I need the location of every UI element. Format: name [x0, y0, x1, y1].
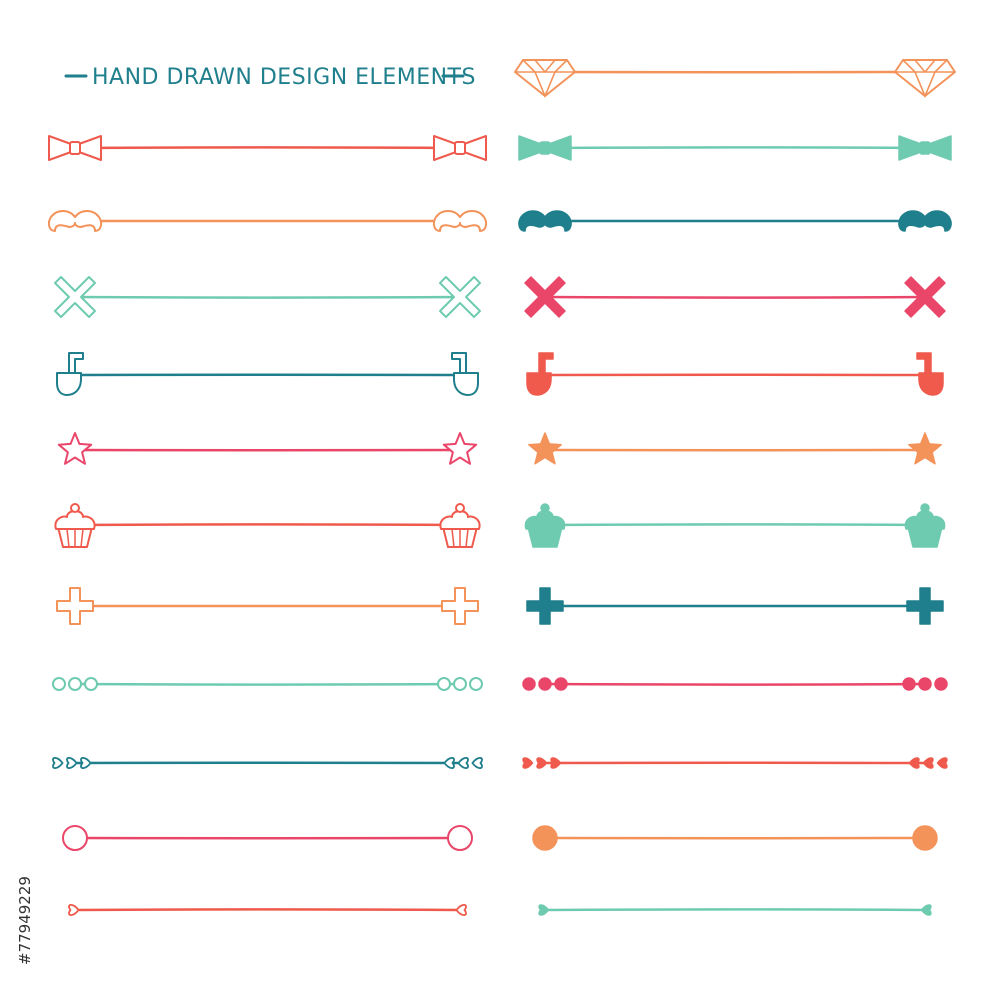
left-divider-5-star — [57, 432, 478, 465]
small-heart-divider-line — [543, 908, 927, 912]
cupcake-divider-line — [543, 523, 927, 527]
cross-x-divider-line — [73, 295, 462, 299]
right-divider-12-small-heart — [538, 904, 932, 916]
star-icon — [57, 432, 93, 465]
dividers — [47, 59, 956, 916]
right-divider-6-star — [528, 432, 942, 465]
right-divider-3-mustache — [518, 210, 952, 232]
small-heart-icon — [920, 904, 932, 916]
three-hearts-icon — [522, 757, 562, 769]
right-divider-11-big-circle — [532, 825, 938, 851]
three-circles-divider-line — [543, 682, 927, 686]
left-divider-1-bow-tie — [48, 135, 487, 161]
mustache-icon — [898, 210, 952, 232]
plus-cross-icon — [441, 587, 479, 625]
plus-cross-icon — [56, 587, 94, 625]
big-circle-icon — [532, 825, 558, 851]
mustache-icon — [47, 210, 103, 232]
diamond-icon — [894, 59, 956, 99]
plus-cross-icon — [526, 587, 564, 625]
star-icon — [528, 432, 562, 465]
three-hearts-icon — [908, 757, 948, 769]
star-icon — [908, 432, 942, 465]
three-hearts-icon — [443, 757, 483, 769]
pipe-icon — [56, 352, 84, 396]
stock-id-label: #77949229 — [16, 876, 34, 965]
bow-tie-divider-line — [543, 146, 927, 150]
bow-tie-icon — [48, 135, 102, 161]
big-circle-icon — [447, 825, 473, 851]
left-divider-6-cupcake — [54, 503, 481, 548]
cupcake-icon — [54, 503, 96, 548]
left-divider-8-three-circles — [52, 677, 483, 691]
small-heart-icon — [455, 904, 467, 916]
bow-tie-icon — [898, 135, 952, 161]
cross-x-icon — [54, 276, 96, 318]
cupcake-icon — [904, 503, 946, 548]
left-divider-9-three-hearts — [52, 757, 483, 769]
right-divider-8-plus-cross — [526, 587, 944, 625]
right-divider-2-bow-tie — [518, 135, 952, 161]
cross-x-icon — [524, 276, 566, 318]
big-circle-icon — [62, 825, 88, 851]
page-title: HAND DRAWN DESIGN ELEMENTS — [92, 65, 476, 90]
left-divider-11-small-heart — [68, 904, 467, 916]
three-circles-icon — [902, 677, 948, 691]
cupcake-icon — [524, 503, 566, 548]
right-divider-4-cross-x — [524, 276, 946, 318]
left-divider-3-cross-x — [54, 276, 481, 318]
left-divider-10-big-circle — [62, 825, 473, 851]
cross-x-divider-line — [543, 295, 927, 299]
pipe-icon — [451, 352, 479, 396]
three-circles-icon — [52, 677, 98, 691]
small-heart-divider-line — [73, 908, 462, 912]
three-hearts-icon — [52, 757, 92, 769]
big-circle-icon — [912, 825, 938, 851]
cupcake-icon — [439, 503, 481, 548]
bow-tie-divider-line — [73, 146, 462, 150]
cross-x-icon — [904, 276, 946, 318]
three-circles-divider-line — [73, 682, 462, 686]
three-circles-icon — [437, 677, 483, 691]
left-divider-2-mustache — [47, 210, 488, 232]
three-circles-icon — [522, 677, 568, 691]
bow-tie-icon — [433, 135, 487, 161]
right-divider-9-three-circles — [522, 677, 948, 691]
cupcake-divider-line — [73, 523, 462, 527]
right-divider-7-cupcake — [524, 503, 946, 548]
small-heart-icon — [538, 904, 550, 916]
right-divider-1-diamond — [514, 59, 956, 99]
bow-tie-icon — [518, 135, 572, 161]
mustache-icon — [432, 210, 488, 232]
pipe-icon — [526, 352, 554, 396]
right-divider-5-pipe — [526, 352, 944, 396]
star-icon — [442, 432, 478, 465]
right-divider-10-three-hearts — [522, 757, 948, 769]
small-heart-icon — [68, 904, 80, 916]
cross-x-icon — [439, 276, 481, 318]
pipe-icon — [916, 352, 944, 396]
title-group: HAND DRAWN DESIGN ELEMENTS — [64, 65, 476, 90]
left-divider-7-plus-cross — [56, 587, 479, 625]
mustache-icon — [518, 210, 572, 232]
left-divider-4-pipe — [56, 352, 479, 396]
diamond-icon — [514, 59, 576, 99]
plus-cross-icon — [906, 587, 944, 625]
